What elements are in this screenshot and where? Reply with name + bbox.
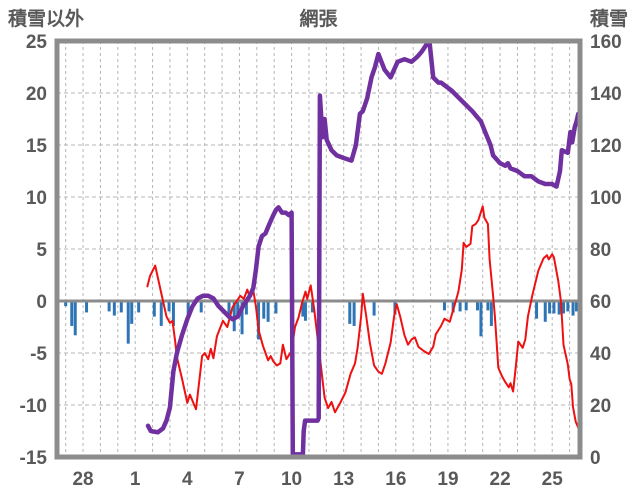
left-tick-label: -10 — [20, 396, 47, 417]
bar — [240, 301, 244, 335]
bar — [575, 301, 579, 312]
bar — [199, 301, 203, 313]
bar — [571, 301, 575, 316]
bar — [543, 301, 547, 322]
bar — [486, 301, 490, 311]
left-axis-title: 積雪以外 — [8, 9, 85, 30]
left-tick-label: 10 — [26, 188, 47, 209]
bar — [171, 301, 175, 326]
bar — [561, 301, 565, 314]
red-line — [146, 205, 580, 429]
bar — [137, 301, 141, 313]
bar — [352, 301, 356, 326]
right-tick-label: 80 — [590, 240, 611, 261]
bar — [475, 301, 479, 311]
bar — [458, 301, 462, 312]
bar — [442, 301, 446, 311]
left-tick-label: 25 — [26, 32, 48, 53]
bar — [70, 301, 74, 326]
plot-frame — [54, 38, 583, 460]
x-tick-label: 1 — [130, 469, 141, 490]
left-tick-label: 20 — [26, 84, 47, 105]
right-tick-label: 140 — [590, 84, 622, 105]
x-tick-label: 19 — [437, 469, 458, 490]
right-tick-label: 100 — [590, 188, 622, 209]
bar — [227, 301, 231, 319]
bar — [126, 301, 130, 344]
bar — [152, 301, 156, 317]
right-tick-label: 0 — [590, 448, 601, 469]
bar — [64, 301, 68, 307]
bar — [130, 301, 134, 324]
x-tick-label: 4 — [182, 469, 193, 490]
right-tick-label: 40 — [590, 344, 611, 365]
bar — [303, 301, 307, 321]
x-tick-label: 28 — [72, 469, 93, 490]
bar — [257, 301, 261, 340]
tick-labels: 25 20 15 10 5 0 -5 -10 -15 160 140 120 100 80 60 40 20 0 2… — [20, 32, 622, 490]
x-tick-label: 13 — [333, 469, 354, 490]
bar — [301, 301, 305, 317]
bar — [73, 301, 77, 336]
right-tick-label: 120 — [590, 136, 622, 157]
right-axis-title: 積雪 — [589, 9, 628, 30]
left-tick-label: 0 — [36, 292, 47, 313]
series-group — [57, 41, 580, 457]
bar — [479, 301, 483, 337]
bar — [262, 301, 266, 319]
bar — [548, 301, 552, 314]
bar — [119, 301, 123, 313]
bar — [244, 301, 248, 315]
x-tick-label: 10 — [281, 469, 302, 490]
x-tick-label: 7 — [234, 469, 245, 490]
bar — [464, 301, 468, 311]
bar — [274, 301, 278, 314]
x-tick-label: 22 — [490, 469, 511, 490]
bar — [112, 301, 116, 316]
left-tick-label: -5 — [30, 344, 47, 365]
chart-title: 網張 — [299, 9, 338, 30]
bar — [566, 301, 570, 312]
bar — [552, 301, 556, 314]
left-tick-label: 15 — [26, 136, 48, 157]
x-tick-label: 25 — [542, 469, 564, 490]
bar — [557, 301, 561, 315]
bar — [489, 301, 493, 326]
bar — [236, 301, 240, 315]
bar — [310, 301, 314, 313]
bar — [85, 301, 89, 313]
bar — [167, 301, 171, 312]
bar — [535, 301, 539, 319]
bar — [348, 301, 352, 324]
bar — [372, 301, 376, 316]
purple-line — [145, 41, 580, 457]
x-tick-label: 16 — [385, 469, 406, 490]
right-tick-label: 60 — [590, 292, 611, 313]
bar — [186, 301, 190, 315]
right-tick-label: 20 — [590, 396, 611, 417]
bar — [107, 301, 111, 312]
left-tick-label: 5 — [36, 240, 47, 261]
precipitation-bars — [64, 301, 579, 344]
bar — [266, 301, 270, 322]
right-tick-label: 160 — [590, 32, 622, 53]
left-tick-label: -15 — [20, 448, 48, 469]
bar — [159, 301, 163, 326]
